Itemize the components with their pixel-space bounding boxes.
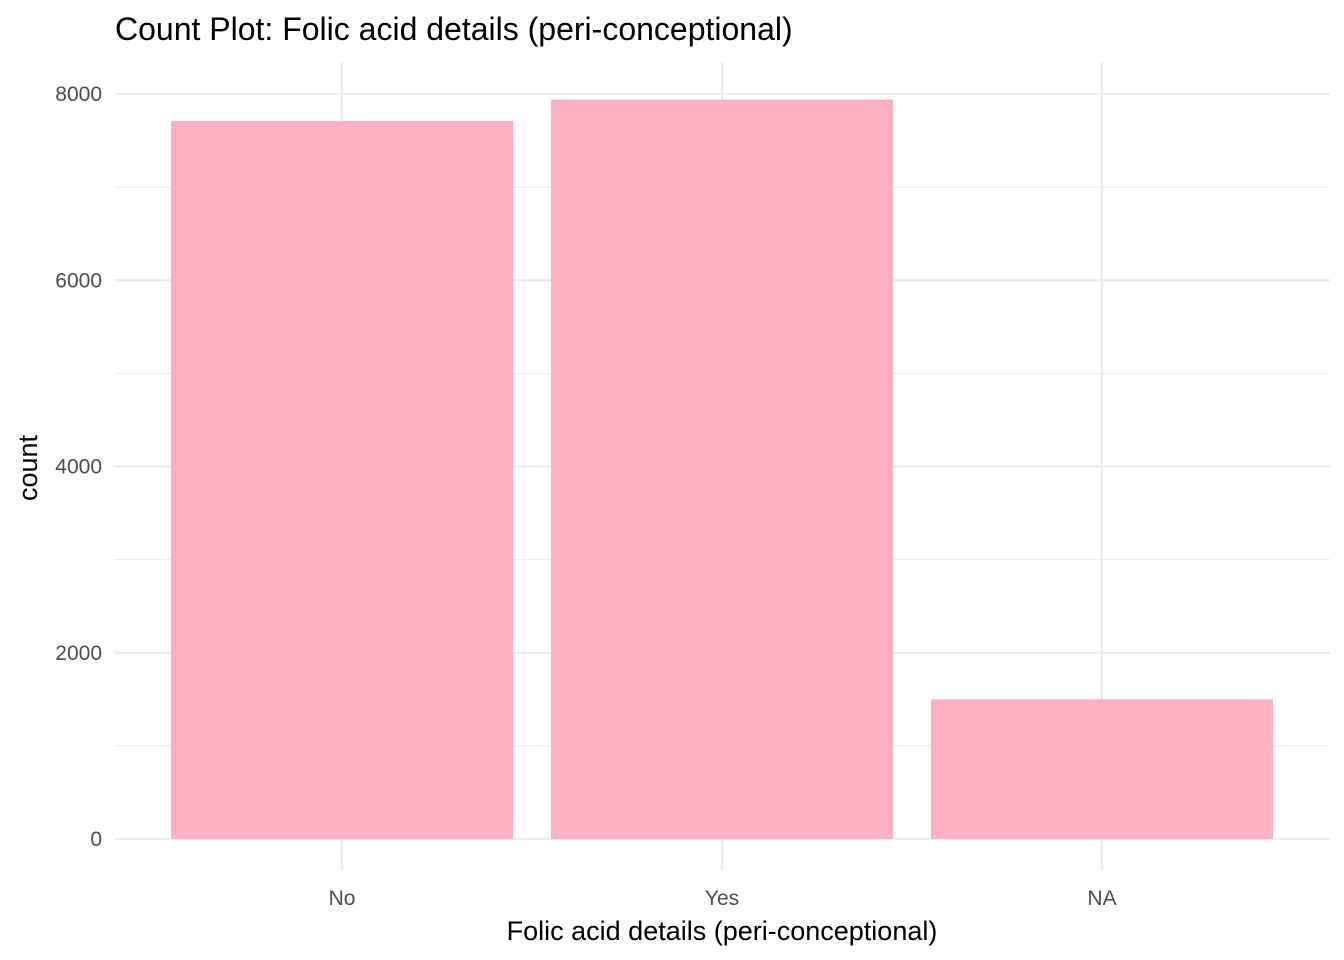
chart-title: Count Plot: Folic acid details (peri-con… bbox=[115, 11, 793, 47]
y-tick-label: 8000 bbox=[55, 83, 102, 106]
y-tick-label: 4000 bbox=[55, 456, 102, 479]
bar-yes bbox=[551, 99, 893, 839]
y-axis-title: count bbox=[13, 434, 43, 501]
x-tick-label: NA bbox=[1087, 887, 1116, 910]
bar-na bbox=[931, 699, 1273, 839]
x-axis-ticks: No Yes NA bbox=[329, 887, 1117, 910]
x-tick-label: No bbox=[329, 887, 356, 910]
y-tick-label: 0 bbox=[90, 828, 102, 851]
bar-no bbox=[171, 121, 513, 840]
bars bbox=[171, 99, 1273, 840]
y-tick-label: 6000 bbox=[55, 269, 102, 292]
y-axis-ticks: 0 2000 4000 6000 8000 bbox=[55, 83, 102, 851]
x-axis-title: Folic acid details (peri-conceptional) bbox=[507, 916, 938, 946]
x-tick-label: Yes bbox=[705, 887, 739, 910]
y-tick-label: 2000 bbox=[55, 642, 102, 665]
